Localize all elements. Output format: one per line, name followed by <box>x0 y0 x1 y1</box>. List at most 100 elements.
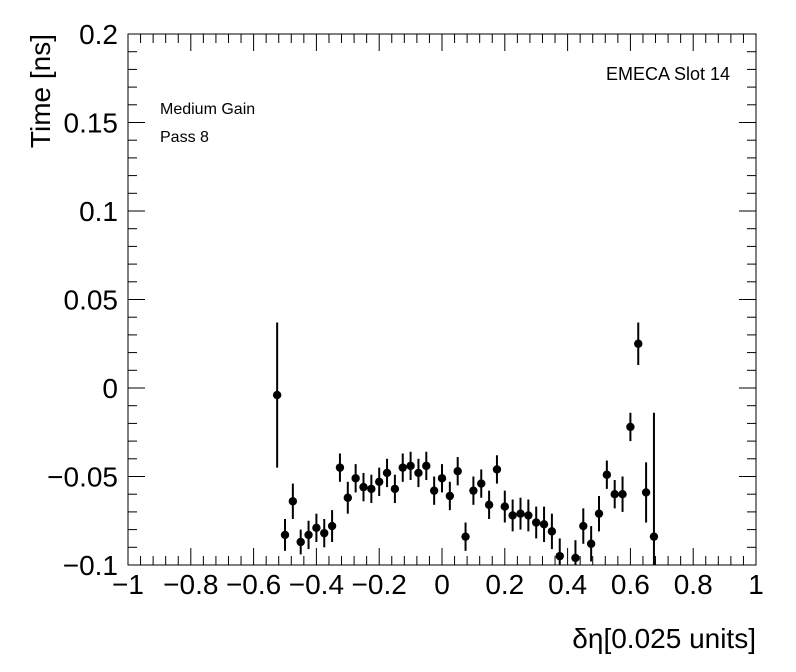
data-marker <box>367 484 376 494</box>
data-point <box>547 513 557 550</box>
y-tick-label: 0.2 <box>79 19 118 50</box>
data-marker <box>453 466 462 476</box>
data-point <box>327 510 337 542</box>
data-marker <box>626 422 635 432</box>
data-point <box>288 483 298 519</box>
data-marker <box>320 528 329 538</box>
data-marker <box>477 479 486 488</box>
data-point <box>312 513 321 542</box>
data-marker <box>312 523 321 533</box>
data-point <box>602 460 612 489</box>
data-point <box>539 506 549 542</box>
data-marker <box>469 486 478 495</box>
x-tick-label: −1 <box>112 569 144 600</box>
data-marker <box>382 468 392 478</box>
data-point <box>532 506 541 539</box>
data-point <box>437 464 447 493</box>
data-point <box>524 499 533 532</box>
data-point <box>406 451 415 481</box>
data-point <box>500 490 509 523</box>
data-point <box>359 472 368 502</box>
data-point <box>390 474 400 504</box>
data-marker <box>288 497 298 506</box>
data-point <box>618 476 627 512</box>
data-point <box>649 412 659 565</box>
y-tick-label: 0 <box>102 373 118 404</box>
x-tick-label: 0.2 <box>485 569 524 600</box>
data-marker <box>429 486 439 495</box>
data-point <box>335 453 345 482</box>
y-tick-label: −0.05 <box>47 462 118 493</box>
y-tick-label: 0.15 <box>64 108 119 139</box>
y-tick-label: −0.1 <box>63 550 118 581</box>
data-point <box>414 458 423 488</box>
x-tick-label: 0.6 <box>611 569 650 600</box>
x-tick-label: 0.4 <box>548 569 587 600</box>
slot-annotation: EMECA Slot 14 <box>606 64 730 84</box>
axis-ticks <box>127 33 757 566</box>
data-point <box>586 526 596 562</box>
data-point <box>272 322 282 468</box>
data-point <box>610 480 619 509</box>
data-point <box>508 499 517 532</box>
pass-annotation: Pass 8 <box>160 129 209 146</box>
data-marker <box>461 532 470 541</box>
y-axis-label: Time [ns] <box>25 34 56 148</box>
data-point <box>429 476 439 505</box>
data-marker <box>398 463 407 472</box>
x-tick-label: −0.4 <box>289 569 344 600</box>
data-marker <box>484 500 494 510</box>
data-marker <box>296 537 305 547</box>
data-marker <box>406 461 415 471</box>
data-point <box>634 322 643 365</box>
data-marker <box>547 527 557 536</box>
data-point <box>320 518 329 548</box>
data-point <box>445 481 455 511</box>
x-tick-label: −0.2 <box>352 569 407 600</box>
data-marker <box>437 474 447 483</box>
y-tick-label: 0.1 <box>79 196 118 227</box>
data-marker <box>445 491 455 501</box>
data-point <box>398 453 407 482</box>
data-point <box>594 495 604 532</box>
data-marker <box>571 553 580 563</box>
data-marker <box>586 539 596 548</box>
gain-annotation: Medium Gain <box>160 101 255 118</box>
data-point <box>477 469 486 498</box>
y-tick-label: 0.05 <box>64 285 119 316</box>
data-marker <box>500 502 509 511</box>
data-point <box>516 497 525 530</box>
data-marker <box>524 511 533 520</box>
data-marker <box>422 461 431 471</box>
data-point <box>492 455 502 484</box>
data-point <box>641 462 651 523</box>
data-marker <box>594 509 604 518</box>
data-points <box>272 322 659 565</box>
data-point <box>571 540 580 565</box>
x-tick-label: 0.8 <box>674 569 713 600</box>
data-marker <box>335 463 345 472</box>
y-tick-labels: −0.1 −0.05 0 0.05 0.1 0.15 0.2 <box>47 19 118 581</box>
data-marker <box>351 474 360 483</box>
data-marker <box>492 465 502 474</box>
data-marker <box>532 518 541 527</box>
data-marker <box>579 521 588 531</box>
data-marker <box>327 521 337 531</box>
data-point <box>304 520 313 550</box>
data-point <box>351 464 360 493</box>
data-marker <box>414 468 423 478</box>
data-point <box>375 467 384 496</box>
x-tick-labels: −1 −0.8 −0.6 −0.4 −0.2 0 0.2 0.4 0.6 0.8 1 <box>112 569 764 600</box>
data-marker <box>634 339 643 348</box>
data-marker <box>272 390 282 400</box>
data-point <box>469 476 478 505</box>
data-marker <box>610 490 619 499</box>
data-marker <box>343 493 352 502</box>
data-point <box>461 522 470 551</box>
data-marker <box>649 532 659 541</box>
data-point <box>296 529 305 555</box>
data-point <box>382 458 392 488</box>
data-marker <box>618 490 627 499</box>
data-point <box>422 451 431 481</box>
